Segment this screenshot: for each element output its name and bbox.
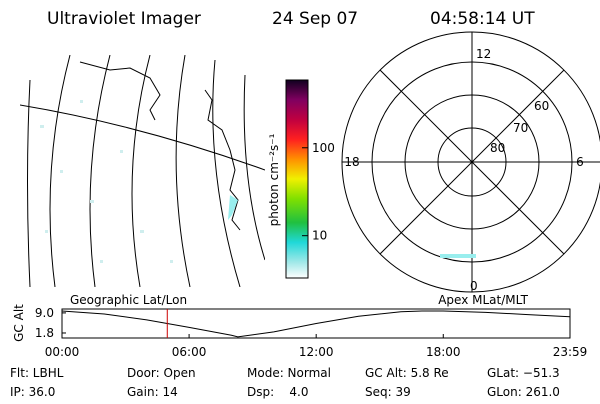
status-field: GC Alt: 5.8 Re	[365, 366, 449, 380]
status-field: Dsp: 4.0	[247, 385, 309, 399]
plot-title-left: Geographic Lat/Lon	[70, 293, 187, 307]
latitude-line	[20, 104, 265, 171]
title: Ultraviolet Imager	[47, 9, 201, 29]
lat-label: 70	[513, 121, 528, 135]
meridian	[49, 55, 71, 287]
meridian	[175, 55, 191, 287]
meridian	[243, 74, 265, 261]
date: 24 Sep 07	[272, 9, 358, 29]
colorbar-tick-label: 100	[312, 141, 335, 155]
status-field: IP: 36.0	[10, 385, 55, 399]
colorbar-tick-label: 10	[312, 229, 327, 243]
aurora-patch	[228, 195, 238, 220]
status-field: Gain: 14	[127, 385, 178, 399]
map	[20, 55, 265, 287]
coastline	[79, 61, 241, 231]
x-tick-label: 18:00	[426, 345, 461, 359]
status-field: Seq: 39	[365, 385, 411, 399]
colorbar-label: photon cm⁻²s⁻¹	[267, 133, 281, 226]
meridian	[89, 55, 111, 287]
lat-label: 80	[490, 141, 505, 155]
time: 04:58:14 UT	[430, 9, 535, 29]
footer: Flt: LBHL Door: Open Mode: Normal GC Alt: 5…	[10, 366, 560, 399]
y-tick-label: 1.8	[35, 326, 54, 340]
x-tick-label: 23:59	[553, 345, 588, 359]
mlt-label: 0	[470, 279, 478, 293]
x-tick-label: 00:00	[45, 345, 80, 359]
plot-title-right: Apex MLat/MLT	[438, 293, 528, 307]
aurora-patch	[440, 254, 476, 258]
mlt-label: 18	[344, 155, 359, 169]
colorbar	[285, 79, 309, 279]
status-field: GLon: 261.0	[487, 385, 560, 399]
meridian	[131, 55, 151, 287]
lat-label: 60	[534, 99, 549, 113]
mlt-label: 12	[476, 47, 491, 61]
altitude-line	[61, 310, 571, 338]
y-tick-label: 9.0	[35, 306, 54, 320]
meridian	[27, 79, 31, 287]
status-field: Mode: Normal	[247, 366, 331, 380]
x-tick-label: 06:00	[172, 345, 207, 359]
noise	[40, 100, 173, 263]
y-axis-label: GC Alt	[12, 304, 26, 342]
status-field: GLat: −51.3	[487, 366, 560, 380]
status-field: Door: Open	[127, 366, 196, 380]
x-tick-label: 12:00	[299, 345, 334, 359]
meridian	[212, 59, 241, 287]
mlt-label: 6	[576, 155, 584, 169]
status-field: Flt: LBHL	[10, 366, 64, 380]
polar-plot	[341, 31, 600, 293]
